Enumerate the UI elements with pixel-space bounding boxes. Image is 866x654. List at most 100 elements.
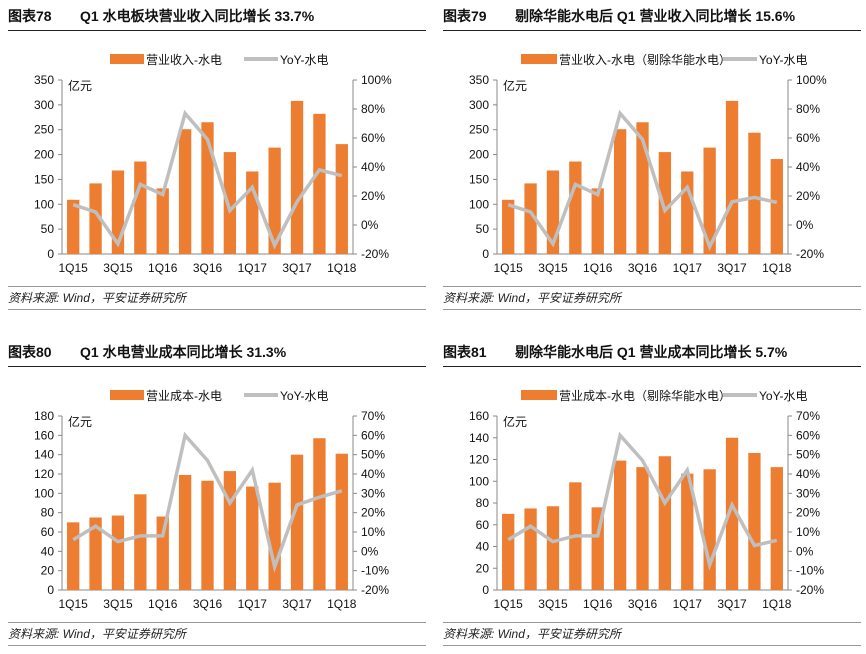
left-tick-label: 50 <box>41 222 55 236</box>
x-tick-label: 1Q17 <box>238 597 268 611</box>
bar <box>156 516 169 590</box>
bar <box>335 144 348 254</box>
right-tick-label: -20% <box>796 583 824 597</box>
right-tick-label: 50% <box>796 448 820 462</box>
left-tick-label: 0 <box>47 247 54 261</box>
right-tick-label: 30% <box>796 486 820 500</box>
bar <box>290 100 304 254</box>
unit-label: 亿元 <box>68 414 92 429</box>
left-tick-label: 160 <box>469 409 489 423</box>
bar <box>658 456 672 590</box>
legend-bar-swatch <box>110 390 144 400</box>
bar <box>178 474 192 590</box>
right-tick-label: 100% <box>796 73 827 87</box>
bar <box>89 517 102 590</box>
bar <box>770 159 783 254</box>
bar <box>524 508 537 590</box>
right-tick-label: 70% <box>361 409 385 423</box>
figure-number: 图表79 <box>443 8 487 24</box>
right-tick-label: -10% <box>796 564 824 578</box>
bar <box>134 494 147 590</box>
right-tick-label: -20% <box>796 247 824 261</box>
x-tick-label: 1Q16 <box>148 597 178 611</box>
chart-80: 营业成本-水电 YoY-水电 0 20 40 60 80 100 120 140 160 180 -20… <box>34 389 389 611</box>
bar <box>178 129 192 254</box>
x-tick-label: 3Q16 <box>628 597 658 611</box>
legend-line-label: YoY-水电 <box>280 53 328 67</box>
right-tick-label: 0% <box>796 218 814 232</box>
bar <box>502 513 515 590</box>
left-tick-label: 150 <box>34 172 54 186</box>
bar <box>246 171 259 254</box>
left-tick-label: 50 <box>476 222 490 236</box>
left-tick-label: 140 <box>34 448 54 462</box>
bar <box>613 460 627 590</box>
yoy-line <box>72 109 343 250</box>
right-tick-label: 80% <box>361 102 385 116</box>
chart-panel-79: 图表79 剔除华能水电后 Q1 营业收入同比增长 15.6% 营业收入-水电（剔除… <box>443 0 861 318</box>
left-tick-label: 20 <box>476 561 490 575</box>
source-note: 资料来源: Wind，平安证券研究所 <box>8 622 426 646</box>
left-tick-label: 140 <box>469 431 489 445</box>
chart-title: 图表80 Q1 水电营业成本同比增长 31.3% <box>8 342 426 367</box>
chart-panel-81: 图表81 剔除华能水电后 Q1 营业成本同比增长 5.7% 营业成本-水电（剔除华… <box>443 336 861 654</box>
left-tick-label: 120 <box>34 467 54 481</box>
legend-line-label: YoY-水电 <box>280 389 328 403</box>
x-tick-label: 1Q16 <box>583 597 613 611</box>
bar <box>246 486 259 590</box>
chart-79: 营业收入-水电（剔除华能水电） YoY-水电 0 50 100 150 200 250 300 3… <box>469 52 827 275</box>
figure-number: 图表81 <box>443 344 487 360</box>
right-tick-label: 20% <box>361 189 385 203</box>
bar <box>201 480 214 590</box>
bar <box>725 437 739 590</box>
legend-bar-swatch <box>521 390 557 400</box>
left-tick-label: 100 <box>469 474 489 488</box>
left-tick-label: 300 <box>469 98 489 112</box>
x-tick-label: 3Q17 <box>717 597 747 611</box>
bar <box>313 113 326 254</box>
left-tick-label: 100 <box>34 197 54 211</box>
x-tick-label: 3Q16 <box>628 261 658 275</box>
x-tick-label: 1Q18 <box>327 597 357 611</box>
bar <box>268 482 281 590</box>
x-tick-label: 3Q17 <box>282 261 312 275</box>
bar <box>748 452 761 590</box>
left-tick-label: 0 <box>482 247 489 261</box>
chart-panel-80: 图表80 Q1 水电营业成本同比增长 31.3% 营业成本-水电 YoY-水电 0 20… <box>8 336 426 654</box>
right-tick-label: -10% <box>361 564 389 578</box>
left-tick-label: 40 <box>41 544 55 558</box>
bar <box>703 469 716 590</box>
bar <box>89 183 102 254</box>
left-tick-label: 100 <box>469 197 489 211</box>
x-tick-label: 1Q18 <box>762 261 792 275</box>
bar <box>725 100 739 254</box>
x-tick-label: 1Q17 <box>673 597 703 611</box>
source-note: 资料来源: Wind，平安证券研究所 <box>8 286 426 310</box>
x-tick-label: 1Q18 <box>762 597 792 611</box>
x-tick-label: 1Q15 <box>59 597 89 611</box>
bar <box>770 467 783 590</box>
right-tick-label: 40% <box>796 467 820 481</box>
right-tick-label: 0% <box>796 544 814 558</box>
right-tick-label: 60% <box>796 428 820 442</box>
title-text: 剔除华能水电后 Q1 营业成本同比增长 5.7% <box>515 344 788 360</box>
x-tick-label: 1Q17 <box>673 261 703 275</box>
chart-title: 图表78 Q1 水电板块营业收入同比增长 33.7% <box>8 6 426 31</box>
left-tick-label: 250 <box>34 123 54 137</box>
x-tick-label: 3Q17 <box>717 261 747 275</box>
unit-label: 亿元 <box>503 78 527 93</box>
right-tick-label: 20% <box>361 506 385 520</box>
left-tick-label: 80 <box>41 506 55 520</box>
bar <box>546 506 560 590</box>
chart-title: 图表81 剔除华能水电后 Q1 营业成本同比增长 5.7% <box>443 342 861 367</box>
bar <box>613 129 627 254</box>
x-tick-label: 3Q15 <box>538 261 568 275</box>
bar <box>268 147 281 254</box>
left-tick-label: 150 <box>469 172 489 186</box>
unit-label: 亿元 <box>503 414 527 429</box>
bar <box>681 473 694 590</box>
x-tick-label: 3Q15 <box>103 261 133 275</box>
bar <box>67 522 80 590</box>
right-tick-label: 0% <box>361 544 379 558</box>
yoy-line <box>72 431 343 573</box>
